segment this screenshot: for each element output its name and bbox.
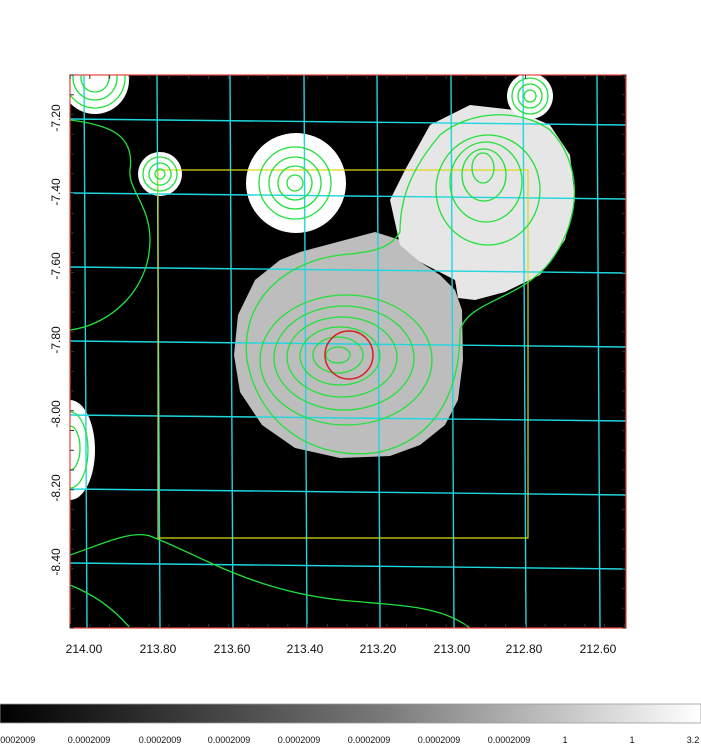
contour-ne-knot-2 — [517, 83, 543, 109]
contour-leftedge-2 — [70, 411, 89, 489]
grid-line-vertical — [303, 75, 308, 628]
x-tick-label: 212.80 — [506, 642, 543, 656]
grid-line-vertical — [596, 75, 601, 628]
x-tick-label: 212.60 — [580, 642, 617, 656]
colorbar-label: 0.0002009 — [0, 735, 35, 745]
y-tick-label: -8.20 — [49, 474, 63, 502]
contour-main-4 — [286, 316, 398, 398]
y-axis-labels: -7.20 -7.40 -7.60 -7.80 -8.00 -8.20 -8.4… — [49, 104, 63, 576]
y-tick-label: -7.60 — [49, 252, 63, 280]
colorbar-label: 0.0002009 — [139, 735, 182, 745]
frame-ticks — [69, 74, 626, 629]
x-tick-label: 213.00 — [434, 642, 471, 656]
contour-topleft-1 — [80, 75, 110, 93]
grid-line-horizontal — [70, 266, 626, 274]
contour-bottom-2 — [70, 584, 131, 628]
contour-left-long — [70, 119, 151, 331]
x-tick-label: 213.20 — [360, 642, 397, 656]
y-tick-label: -8.00 — [49, 400, 63, 428]
grid-line-horizontal — [70, 192, 626, 200]
contour-small-3 — [142, 156, 178, 192]
grid-line-horizontal — [70, 340, 626, 348]
contour-ne-2 — [461, 148, 507, 202]
contour-main-1 — [325, 346, 351, 364]
contour-west-2 — [277, 165, 313, 201]
contour-small-1 — [154, 168, 166, 180]
grid-line-horizontal — [70, 488, 626, 496]
x-axis-labels: 214.00 213.80 213.60 213.40 213.20 213.0… — [66, 642, 617, 656]
colorbar: 0.0002009 0.0002009 0.0002009 0.0002009 … — [0, 703, 701, 745]
emission-small-knot — [138, 152, 182, 196]
contour-main-6 — [259, 294, 433, 426]
colorbar-label: 1 — [562, 735, 567, 745]
colorbar-label: 0.0002009 — [278, 735, 321, 745]
contour-ne-1 — [471, 152, 495, 184]
colorbar-label: 1 — [629, 735, 634, 745]
contour-ne-3 — [449, 141, 523, 223]
colorbar-label: 3.2 — [687, 735, 700, 745]
contour-topleft-2 — [72, 75, 118, 101]
grid-line-horizontal — [70, 414, 626, 422]
colorbar-label: 0.0002009 — [488, 735, 531, 745]
colorbar-labels: 0.0002009 0.0002009 0.0002009 0.0002009 … — [0, 735, 699, 745]
contour-leftedge-1 — [70, 425, 81, 471]
contour-main-2 — [312, 336, 364, 374]
y-tick-label: -7.20 — [49, 104, 63, 132]
x-tick-label: 213.40 — [287, 642, 324, 656]
y-tick-label: -8.40 — [49, 548, 63, 576]
contour-main-3 — [299, 326, 381, 386]
contour-bottom-1 — [70, 534, 471, 628]
x-tick-label: 213.80 — [140, 642, 177, 656]
contour-west-1 — [286, 174, 304, 192]
colorbar-gradient — [0, 703, 701, 724]
emission-ne-knot — [507, 75, 553, 119]
emission-northeast — [390, 105, 575, 300]
contour-small-2 — [148, 162, 172, 186]
contour-main-5 — [273, 305, 415, 411]
contour-ne-4 — [435, 134, 541, 246]
contour-west-3 — [268, 156, 322, 210]
grid-line-vertical — [83, 75, 88, 628]
colorbar-label: 0.0002009 — [418, 735, 461, 745]
grid-line-vertical — [522, 75, 527, 628]
source-circle[interactable] — [324, 330, 374, 380]
colorbar-label: 0.0002009 — [348, 735, 391, 745]
emission-left-edge — [70, 400, 95, 500]
colorbar-label: 0.0002009 — [208, 735, 251, 745]
contours — [70, 75, 576, 628]
emission-main — [234, 232, 463, 458]
y-tick-label: -7.40 — [49, 178, 63, 206]
contour-ne-knot-3 — [511, 77, 549, 115]
image-panel — [70, 75, 626, 628]
grid-line-horizontal — [70, 562, 626, 570]
y-tick-label: -7.80 — [49, 326, 63, 354]
grid-line-vertical — [376, 75, 381, 628]
grid-line-horizontal — [70, 118, 626, 126]
contour-ne-knot-1 — [523, 89, 537, 103]
emission-topleft-knot — [70, 75, 129, 114]
coordinate-grid — [70, 75, 626, 628]
x-tick-label: 213.60 — [214, 642, 251, 656]
contour-topleft-3 — [70, 75, 126, 109]
contour-envelope — [245, 114, 576, 455]
contour-west-4 — [258, 146, 332, 220]
region-box — [157, 169, 529, 539]
grid-line-vertical — [229, 75, 234, 628]
colorbar-label: 0.0002009 — [68, 735, 111, 745]
x-tick-label: 214.00 — [66, 642, 103, 656]
grid-line-vertical — [450, 75, 455, 628]
